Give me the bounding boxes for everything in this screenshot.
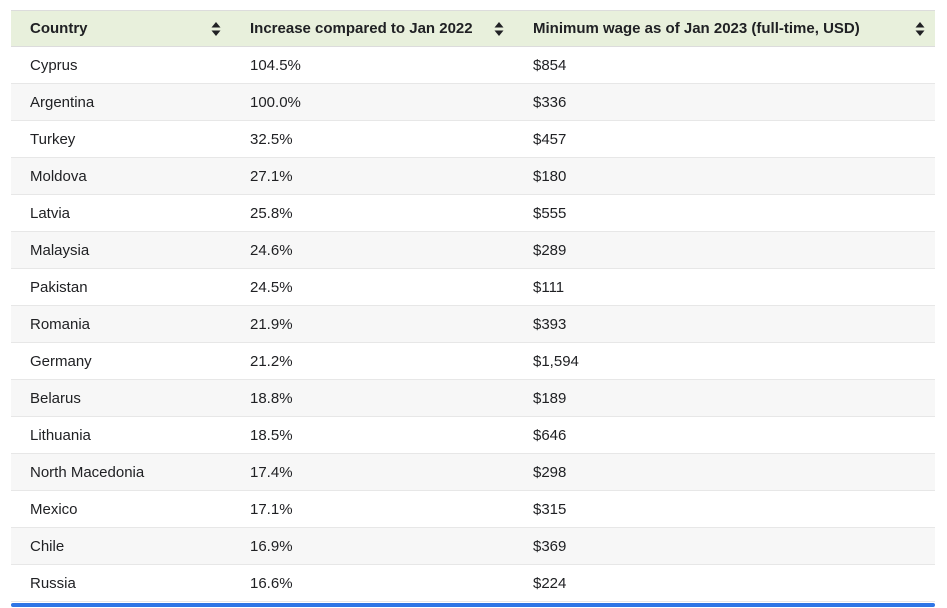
min-wage-cell: $189 <box>514 379 935 417</box>
table-row: Turkey 32.5% $457 <box>11 120 935 158</box>
country-cell: Russia <box>11 564 231 602</box>
min-wage-cell: $298 <box>514 453 935 491</box>
column-header-country[interactable]: Country <box>11 10 231 47</box>
min-wage-cell: $369 <box>514 527 935 565</box>
column-header-increase[interactable]: Increase compared to Jan 2022 <box>231 10 514 47</box>
increase-cell: 32.5% <box>231 120 514 158</box>
sortable-table: Country Increase compared to Jan 2022 <box>11 10 935 602</box>
table-row: Moldova 27.1% $180 <box>11 157 935 195</box>
country-cell: Romania <box>11 305 231 343</box>
table-row: Latvia 25.8% $555 <box>11 194 935 232</box>
column-header-label: Increase compared to Jan 2022 <box>250 20 473 37</box>
min-wage-cell: $315 <box>514 490 935 528</box>
table-row: Lithuania 18.5% $646 <box>11 416 935 454</box>
table-row: Germany 21.2% $1,594 <box>11 342 935 380</box>
table-row: Mexico 17.1% $315 <box>11 490 935 528</box>
increase-cell: 104.5% <box>231 46 514 84</box>
country-cell: Pakistan <box>11 268 231 306</box>
column-header-min-wage[interactable]: Minimum wage as of Jan 2023 (full-time, … <box>514 10 935 47</box>
horizontal-scrollbar[interactable] <box>11 603 935 607</box>
country-cell: Lithuania <box>11 416 231 454</box>
min-wage-cell: $336 <box>514 83 935 121</box>
increase-cell: 16.9% <box>231 527 514 565</box>
min-wage-cell: $457 <box>514 120 935 158</box>
table-header: Country Increase compared to Jan 2022 <box>11 10 935 47</box>
country-cell: Germany <box>11 342 231 380</box>
min-wage-cell: $180 <box>514 157 935 195</box>
country-cell: Turkey <box>11 120 231 158</box>
table-row: Pakistan 24.5% $111 <box>11 268 935 306</box>
increase-cell: 21.2% <box>231 342 514 380</box>
sort-updown-icon[interactable] <box>494 21 504 36</box>
table-row: Malaysia 24.6% $289 <box>11 231 935 269</box>
increase-cell: 24.6% <box>231 231 514 269</box>
country-cell: Chile <box>11 527 231 565</box>
country-cell: Argentina <box>11 83 231 121</box>
min-wage-cell: $393 <box>514 305 935 343</box>
increase-cell: 100.0% <box>231 83 514 121</box>
table-row: Cyprus 104.5% $854 <box>11 46 935 84</box>
table-row: Argentina 100.0% $336 <box>11 83 935 121</box>
table-body: Cyprus 104.5% $854 Argentina 100.0% $336… <box>11 46 935 602</box>
min-wage-cell: $854 <box>514 46 935 84</box>
sort-updown-icon[interactable] <box>211 21 221 36</box>
increase-cell: 27.1% <box>231 157 514 195</box>
table-row: Belarus 18.8% $189 <box>11 379 935 417</box>
min-wage-cell: $289 <box>514 231 935 269</box>
increase-cell: 24.5% <box>231 268 514 306</box>
sort-updown-icon[interactable] <box>915 21 925 36</box>
table-row: Romania 21.9% $393 <box>11 305 935 343</box>
min-wage-cell: $111 <box>514 268 935 306</box>
country-cell: Belarus <box>11 379 231 417</box>
increase-cell: 18.8% <box>231 379 514 417</box>
table-row: North Macedonia 17.4% $298 <box>11 453 935 491</box>
increase-cell: 21.9% <box>231 305 514 343</box>
country-cell: Latvia <box>11 194 231 232</box>
country-cell: Mexico <box>11 490 231 528</box>
increase-cell: 17.1% <box>231 490 514 528</box>
min-wage-cell: $1,594 <box>514 342 935 380</box>
increase-cell: 18.5% <box>231 416 514 454</box>
country-cell: Malaysia <box>11 231 231 269</box>
column-header-label: Minimum wage as of Jan 2023 (full-time, … <box>533 20 860 37</box>
min-wage-cell: $555 <box>514 194 935 232</box>
min-wage-cell: $646 <box>514 416 935 454</box>
increase-cell: 16.6% <box>231 564 514 602</box>
country-cell: North Macedonia <box>11 453 231 491</box>
increase-cell: 25.8% <box>231 194 514 232</box>
column-header-label: Country <box>30 20 88 37</box>
table-row: Chile 16.9% $369 <box>11 527 935 565</box>
country-cell: Cyprus <box>11 46 231 84</box>
min-wage-cell: $224 <box>514 564 935 602</box>
table-row: Russia 16.6% $224 <box>11 564 935 602</box>
increase-cell: 17.4% <box>231 453 514 491</box>
country-cell: Moldova <box>11 157 231 195</box>
